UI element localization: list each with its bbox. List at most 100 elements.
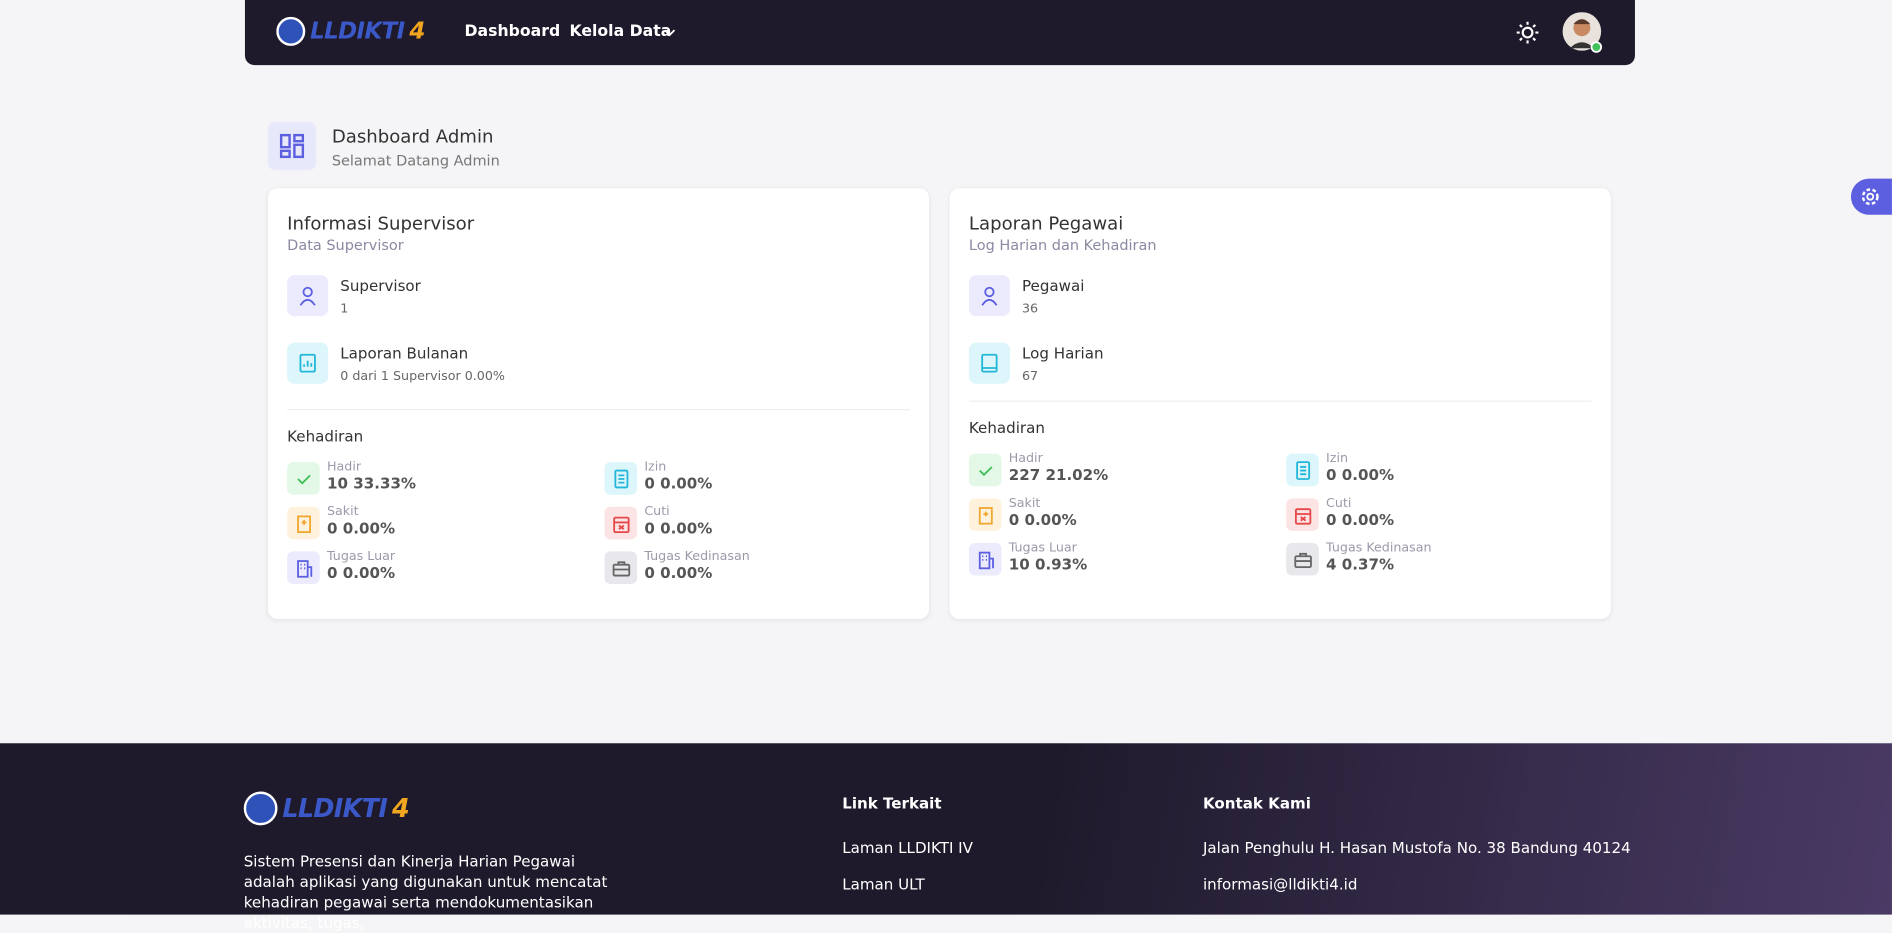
attendance-text: Hadir 10 33.33% xyxy=(327,460,416,495)
attendance-label: Izin xyxy=(1326,451,1348,466)
logo-accent: 4 xyxy=(409,18,425,45)
logo-text: LLDIKTI xyxy=(310,18,405,45)
attendance-item: Sakit 0 0.00% xyxy=(287,504,604,540)
attendance-item: Tugas Kedinasan 0 0.00% xyxy=(604,549,910,584)
stat-row: Log Harian 67 xyxy=(968,342,1592,389)
page-title: Dashboard Admin xyxy=(331,125,494,148)
settings-tab[interactable] xyxy=(1850,178,1892,215)
attendance-value: 0 0.00% xyxy=(1008,510,1077,529)
attendance-item: Cuti 0 0.00% xyxy=(604,504,910,540)
attendance-value: 10 0.93% xyxy=(1008,555,1088,574)
attendance-item: Sakit 0 0.00% xyxy=(968,495,1286,531)
attendance-item: Tugas Luar 10 0.93% xyxy=(968,541,1286,576)
stat-label: Supervisor xyxy=(340,276,421,295)
attendance-text: Tugas Luar 10 0.93% xyxy=(1009,541,1088,576)
attendance-item: Izin 0 0.00% xyxy=(604,460,910,495)
attendance-value: 10 33.33% xyxy=(326,474,417,493)
icon xyxy=(287,506,320,540)
divider xyxy=(968,400,1592,402)
icon xyxy=(968,498,1002,531)
icon xyxy=(968,275,1010,317)
attendance-item: Tugas Luar 0 0.00% xyxy=(287,549,604,584)
stat-value: 67 xyxy=(1021,369,1039,384)
gear-icon xyxy=(1861,188,1879,206)
attendance-text: Cuti 0 0.00% xyxy=(1326,496,1394,531)
attendance-label: Sakit xyxy=(1008,495,1041,511)
attendance-grid: Hadir 227 21.02% Izin 0 0.00% Sakit 0 0.00% Cu… xyxy=(968,451,1592,576)
attendance-label: Izin xyxy=(644,459,667,475)
stat-text: Pegawai 36 xyxy=(1022,275,1084,321)
attendance-value: 0 0.00% xyxy=(1326,510,1395,529)
attendance-label: Sakit xyxy=(326,504,359,519)
section-title: Kehadiran xyxy=(287,427,364,446)
attendance-value: 0 0.00% xyxy=(644,474,713,493)
stat-label: Laporan Bulanan xyxy=(340,343,469,362)
footer-link[interactable]: Laman LLDIKTI IV xyxy=(842,838,973,857)
stat-text: Supervisor 1 xyxy=(340,275,421,321)
chevron xyxy=(664,29,676,37)
attendance-label: Cuti xyxy=(1326,495,1352,511)
footer-link[interactable]: Laman ULT xyxy=(842,874,925,893)
attendance-label: Tugas Luar xyxy=(326,549,396,564)
avatar[interactable] xyxy=(1562,12,1604,55)
logo-accent: 4 xyxy=(392,793,410,823)
attendance-label: Tugas Luar xyxy=(1008,540,1077,556)
card: Laporan Pegawai Log Harian dan Kehadiran P… xyxy=(949,188,1611,619)
theme-toggle[interactable] xyxy=(1515,21,1539,45)
navbar: LLDIKTI 4 Dashboard Kelola Data xyxy=(244,0,1635,66)
attendance-label: Hadir xyxy=(1008,451,1043,466)
icon xyxy=(968,453,1002,487)
icon xyxy=(287,342,329,384)
icon xyxy=(604,462,638,495)
stat-row: Supervisor 1 xyxy=(287,275,910,321)
footer-logo: LLDIKTI 4 xyxy=(243,791,410,826)
page-subtitle: Selamat Datang Admin xyxy=(331,152,500,169)
card: Informasi Supervisor Data Supervisor Super… xyxy=(267,188,930,619)
stat-row: Pegawai 36 xyxy=(968,275,1592,321)
card-subtitle: Data Supervisor xyxy=(287,236,404,254)
attendance-label: Hadir xyxy=(326,459,362,475)
nav-link[interactable]: Dashboard xyxy=(464,22,561,42)
attendance-label: Cuti xyxy=(644,504,670,519)
divider xyxy=(287,409,910,411)
attendance-label: Tugas Kedinasan xyxy=(1326,540,1432,556)
stat-text: Log Harian 67 xyxy=(1022,343,1104,389)
attendance-item: Tugas Kedinasan 4 0.37% xyxy=(1286,541,1591,576)
footer-heading: Link Terkait xyxy=(842,793,942,813)
attendance-value: 0 0.00% xyxy=(644,518,713,537)
stat-label: Pegawai xyxy=(1021,276,1085,295)
stat-value: 0 dari 1 Supervisor 0.00% xyxy=(340,369,505,384)
icon xyxy=(968,542,1002,576)
icon xyxy=(1286,453,1319,487)
icon xyxy=(604,506,638,540)
attendance-item: Izin 0 0.00% xyxy=(1286,451,1591,487)
contact-address: Jalan Penghulu H. Hasan Mustofa No. 38 B… xyxy=(1202,838,1631,857)
logo-text: LLDIKTI xyxy=(282,793,388,823)
attendance-text: Tugas Luar 0 0.00% xyxy=(327,549,395,584)
attendance-text: Izin 0 0.00% xyxy=(644,460,712,495)
attendance-text: Cuti 0 0.00% xyxy=(644,504,712,539)
stat-label: Log Harian xyxy=(1021,343,1104,362)
icon xyxy=(1286,542,1319,576)
attendance-value: 0 0.00% xyxy=(1326,465,1395,484)
logo[interactable]: LLDIKTI 4 xyxy=(276,16,425,46)
nav-dropdown[interactable]: Kelola Data xyxy=(569,22,672,42)
card-subtitle: Log Harian dan Kehadiran xyxy=(968,236,1157,254)
stat-row: Laporan Bulanan 0 dari 1 Supervisor 0.00% xyxy=(287,342,910,389)
attendance-item: Hadir 10 33.33% xyxy=(287,460,604,495)
attendance-value: 0 0.00% xyxy=(326,518,396,537)
attendance-grid: Hadir 10 33.33% Izin 0 0.00% Sakit 0 0.00% Cut… xyxy=(287,460,910,584)
attendance-text: Tugas Kedinasan 4 0.37% xyxy=(1326,541,1432,576)
footer-heading: Kontak Kami xyxy=(1202,793,1311,813)
attendance-value: 0 0.00% xyxy=(326,563,396,582)
card-title: Laporan Pegawai xyxy=(968,212,1124,235)
stat-text: Laporan Bulanan 0 dari 1 Supervisor 0.00% xyxy=(340,343,505,389)
attendance-item: Hadir 227 21.02% xyxy=(968,451,1286,487)
attendance-item: Cuti 0 0.00% xyxy=(1286,496,1591,531)
attendance-text: Hadir 227 21.02% xyxy=(1009,451,1109,486)
header-icon xyxy=(267,121,317,171)
contact-email[interactable]: informasi@lldikti4.id xyxy=(1202,874,1358,893)
attendance-value: 227 21.02% xyxy=(1008,465,1109,484)
